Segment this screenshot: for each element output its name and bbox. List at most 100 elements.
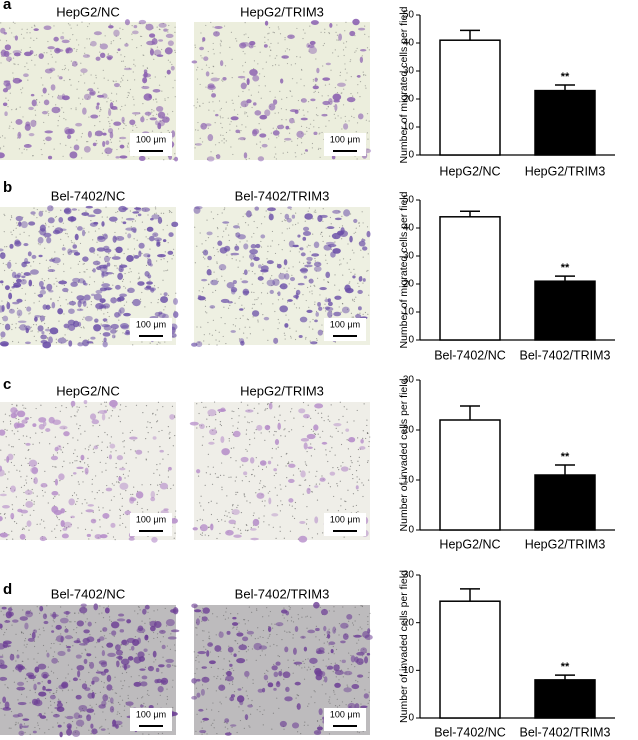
speck xyxy=(4,137,6,139)
speck xyxy=(220,703,222,705)
speck xyxy=(26,28,28,30)
speck xyxy=(34,292,36,294)
speck xyxy=(366,461,369,463)
speck xyxy=(272,31,274,33)
speck xyxy=(6,538,8,541)
speck xyxy=(32,155,34,157)
speck xyxy=(290,616,293,618)
speck xyxy=(84,528,87,531)
speck xyxy=(26,475,28,477)
cell xyxy=(264,109,271,117)
cell xyxy=(24,123,31,131)
cell xyxy=(257,276,264,281)
speck xyxy=(201,532,204,534)
speck xyxy=(281,220,283,223)
speck xyxy=(232,324,234,326)
speck xyxy=(132,344,134,346)
speck xyxy=(326,636,328,639)
cell xyxy=(25,610,34,618)
speck xyxy=(355,131,357,133)
speck xyxy=(86,98,89,100)
speck xyxy=(12,128,14,130)
speck xyxy=(167,476,169,478)
cell xyxy=(363,693,369,699)
speck xyxy=(312,78,314,81)
speck xyxy=(80,326,82,329)
speck xyxy=(63,79,65,82)
speck xyxy=(199,616,201,618)
speck xyxy=(33,503,35,505)
speck xyxy=(111,92,113,94)
speck xyxy=(93,82,95,84)
cell xyxy=(274,439,280,445)
cell xyxy=(61,39,70,44)
cell xyxy=(147,258,152,266)
speck xyxy=(48,226,50,228)
speck xyxy=(4,428,6,431)
speck xyxy=(156,46,159,48)
cell xyxy=(276,263,282,269)
speck xyxy=(267,403,269,406)
cell xyxy=(81,683,88,690)
cell xyxy=(253,642,262,651)
cell xyxy=(51,657,58,664)
speck xyxy=(212,72,214,74)
speck xyxy=(1,628,3,630)
speck xyxy=(297,731,299,733)
speck xyxy=(50,297,52,300)
speck xyxy=(229,516,231,518)
speck xyxy=(198,342,200,344)
cell xyxy=(19,616,28,621)
speck xyxy=(327,415,329,417)
speck xyxy=(89,276,91,278)
cell xyxy=(20,221,28,229)
speck xyxy=(102,492,104,494)
speck xyxy=(226,224,228,226)
speck xyxy=(284,37,286,39)
speck xyxy=(121,497,123,499)
cell xyxy=(5,82,12,90)
speck xyxy=(210,666,212,668)
speck xyxy=(328,120,330,122)
cell xyxy=(367,628,371,634)
speck xyxy=(288,666,290,669)
speck xyxy=(47,336,49,339)
cell xyxy=(115,649,123,656)
speck xyxy=(136,697,139,699)
speck xyxy=(317,148,320,151)
cell xyxy=(157,216,163,224)
speck xyxy=(201,444,203,446)
speck xyxy=(69,38,71,40)
cell xyxy=(157,254,166,258)
speck xyxy=(323,42,326,45)
speck xyxy=(194,683,196,685)
cell xyxy=(171,221,179,228)
speck xyxy=(79,336,81,339)
speck xyxy=(102,128,105,130)
cell xyxy=(77,300,82,308)
speck xyxy=(204,311,207,313)
cell xyxy=(197,295,202,298)
speck xyxy=(353,697,356,700)
cell xyxy=(303,275,308,279)
speck xyxy=(170,487,172,490)
speck xyxy=(320,718,322,721)
speck xyxy=(264,505,266,507)
speck xyxy=(257,297,259,299)
cell xyxy=(326,633,331,639)
speck xyxy=(318,133,320,135)
cell xyxy=(132,30,139,35)
speck xyxy=(25,646,27,648)
speck xyxy=(241,124,243,126)
cell xyxy=(13,52,21,57)
speck xyxy=(174,79,176,81)
speck xyxy=(55,639,57,641)
speck xyxy=(315,636,317,638)
speck xyxy=(172,110,174,113)
cell xyxy=(133,254,140,259)
cell xyxy=(360,438,364,444)
speck xyxy=(50,53,52,56)
speck xyxy=(334,117,337,119)
speck xyxy=(141,291,143,294)
speck xyxy=(346,439,348,441)
